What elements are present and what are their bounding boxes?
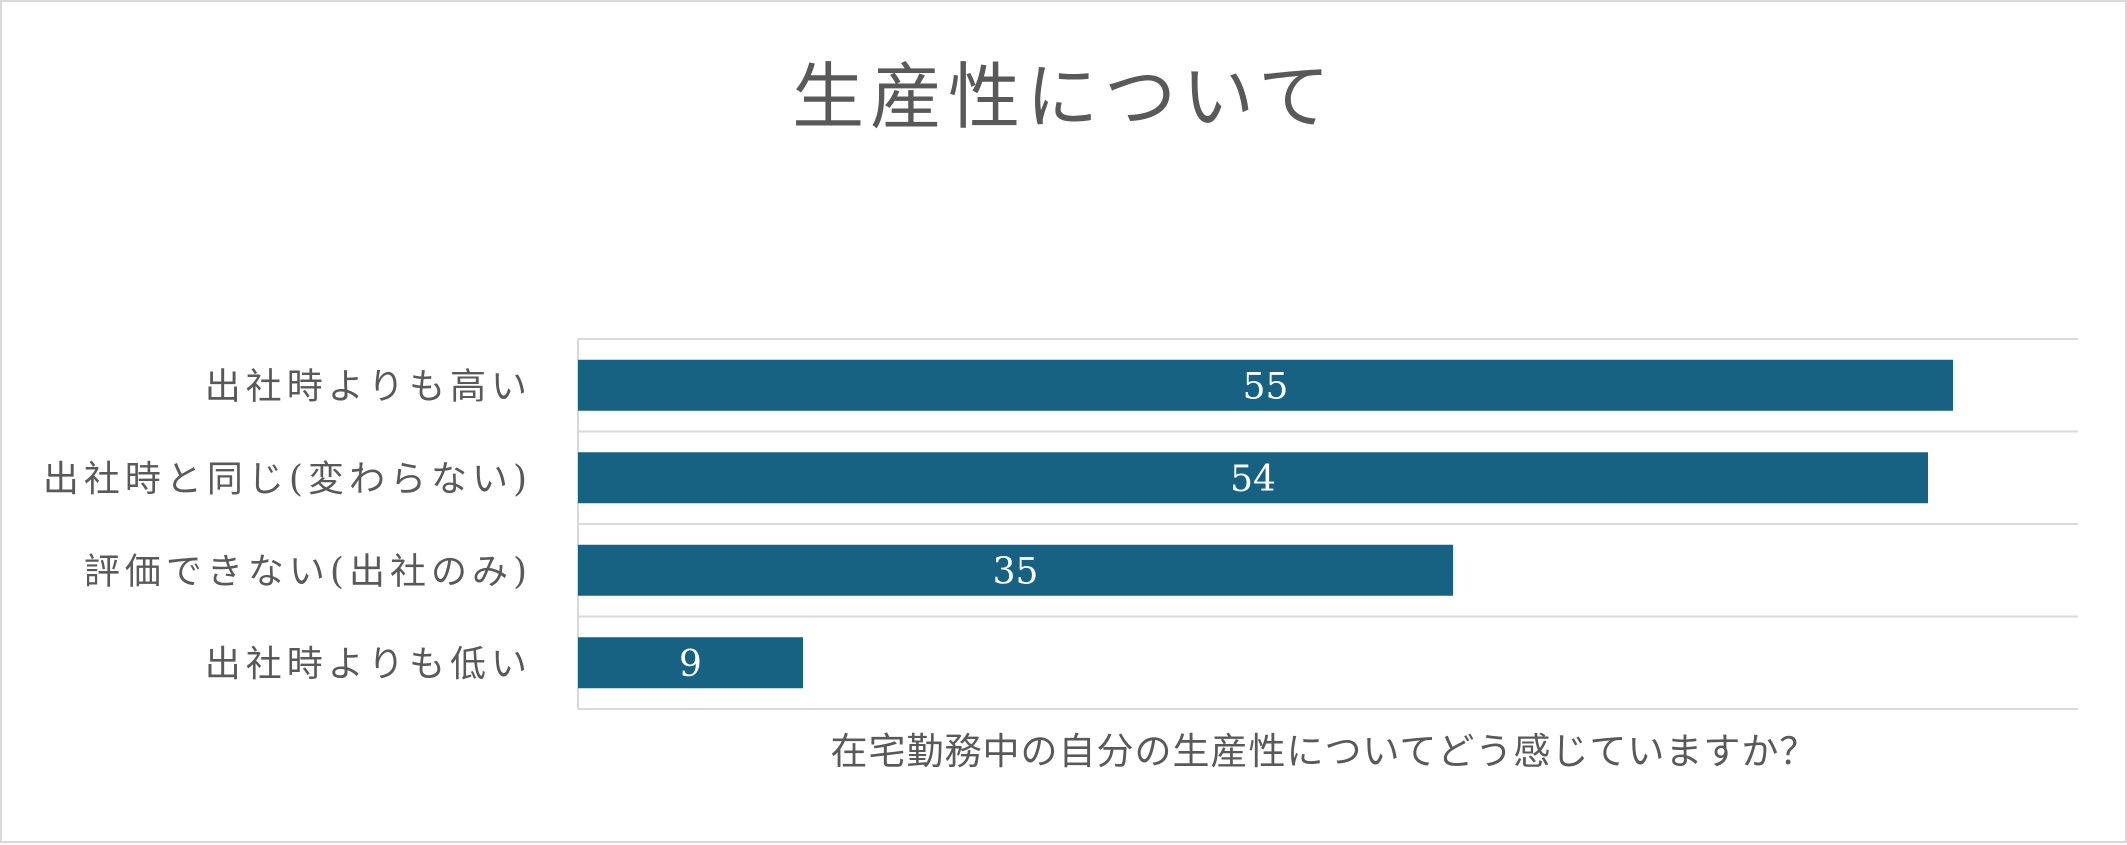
data-label: 55 <box>1243 366 1289 407</box>
bar <box>578 452 1928 504</box>
data-label: 35 <box>993 551 1039 592</box>
category-label: 出社時よりも低い <box>205 644 532 685</box>
bar <box>578 359 1953 411</box>
data-labels: 55 54 35 9 <box>679 366 1288 685</box>
category-label: 評価できない(出社のみ) <box>84 551 532 592</box>
bar <box>578 544 1453 596</box>
bars <box>578 359 1953 689</box>
data-label: 9 <box>679 644 702 685</box>
category-label: 出社時よりも高い <box>205 366 532 407</box>
data-label: 54 <box>1230 459 1276 500</box>
chart-title: 生産性について <box>792 55 1336 139</box>
category-label: 出社時と同じ(変わらない) <box>43 459 532 500</box>
x-axis-title: 在宅勤務中の自分の生産性についてどう感じていますか？ <box>831 730 1818 773</box>
bar <box>578 637 803 689</box>
